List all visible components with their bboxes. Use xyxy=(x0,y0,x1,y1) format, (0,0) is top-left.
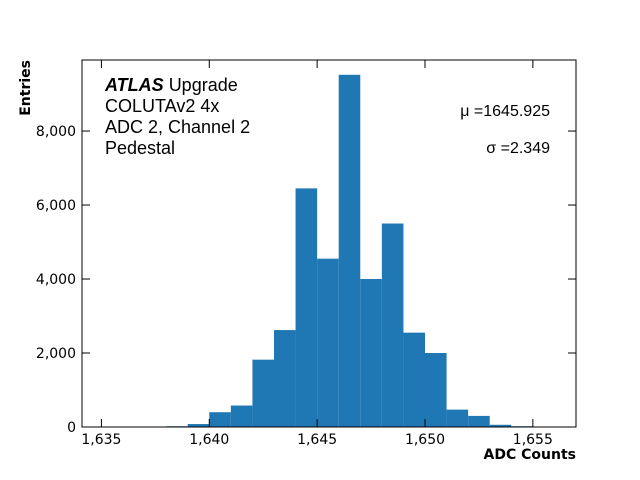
bar xyxy=(295,188,318,427)
experiment-suffix: Upgrade xyxy=(169,75,238,95)
annotation-line: COLUTAv2 4x xyxy=(105,96,219,116)
bar xyxy=(317,258,339,427)
y-tick-label: 0 xyxy=(67,420,76,436)
axes-frame xyxy=(81,59,577,428)
y-axis-label: Entries xyxy=(18,60,34,116)
bar xyxy=(403,332,425,427)
y-tick-label: 4,000 xyxy=(36,272,76,288)
x-tick-label: 1,655 xyxy=(513,432,553,448)
bar xyxy=(468,415,490,427)
experiment: ATLAS xyxy=(104,75,164,95)
bar xyxy=(338,74,361,427)
bar xyxy=(381,223,404,427)
bar xyxy=(273,330,296,427)
x-tick-label: 1,645 xyxy=(297,432,337,448)
x-axis-label: ADC Counts xyxy=(484,447,576,463)
bar xyxy=(187,424,210,427)
y-tick-label: 8,000 xyxy=(36,124,76,140)
bar xyxy=(252,359,274,427)
bar xyxy=(209,412,231,427)
bar xyxy=(230,405,253,427)
bar xyxy=(489,424,512,427)
stat-label: μ =1645.925 xyxy=(460,103,550,120)
stat-label: σ =2.349 xyxy=(486,140,550,157)
x-tick-label: 1,650 xyxy=(405,432,445,448)
bar xyxy=(446,409,469,427)
bar xyxy=(360,279,382,427)
annotation-line: ADC 2, Channel 2 xyxy=(105,117,250,137)
x-tick-label: 1,640 xyxy=(189,432,229,448)
annotation: ATLAS Upgrade xyxy=(104,75,238,95)
x-tick-label: 1,635 xyxy=(81,432,121,448)
bar xyxy=(424,353,447,427)
y-tick-label: 6,000 xyxy=(36,198,76,214)
annotation-line: Pedestal xyxy=(105,138,175,158)
y-tick-label: 2,000 xyxy=(36,346,76,362)
